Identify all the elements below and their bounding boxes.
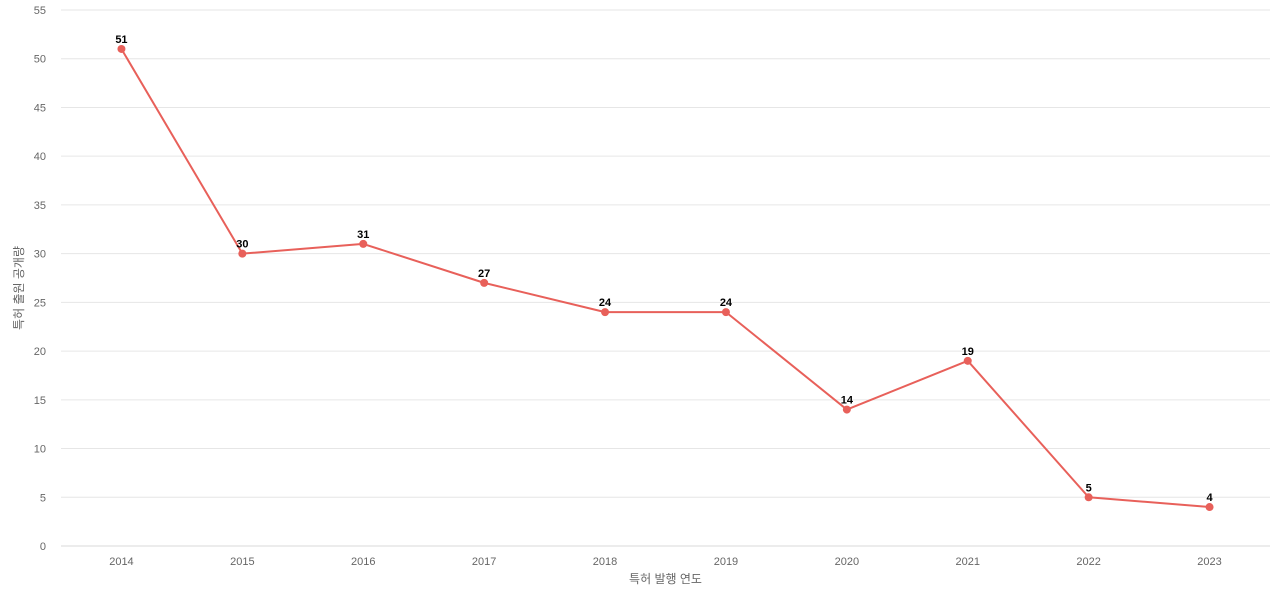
y-tick-label: 5 xyxy=(40,492,46,504)
data-point[interactable] xyxy=(963,356,972,365)
y-tick-label: 25 xyxy=(34,297,46,309)
x-tick-label: 2022 xyxy=(1076,556,1100,568)
x-tick-label: 2018 xyxy=(593,556,617,568)
y-tick-label: 35 xyxy=(34,200,46,212)
data-point[interactable] xyxy=(238,249,247,258)
y-tick-label: 50 xyxy=(34,54,46,66)
x-tick-label: 2014 xyxy=(109,556,133,568)
x-tick-label: 2019 xyxy=(714,556,738,568)
data-point[interactable] xyxy=(842,405,851,414)
data-label: 24 xyxy=(720,297,733,309)
y-tick-label: 55 xyxy=(34,5,46,17)
data-label: 27 xyxy=(478,268,490,280)
y-axis-title: 특허 출원 공개량 xyxy=(12,246,26,330)
y-axis-ticks: 0 5 10 15 20 25 30 35 40 45 50 55 xyxy=(34,5,46,553)
data-point[interactable] xyxy=(1084,493,1093,502)
data-label: 14 xyxy=(841,395,854,407)
data-label: 4 xyxy=(1206,492,1213,504)
y-tick-label: 10 xyxy=(34,444,46,456)
data-label: 31 xyxy=(357,229,369,241)
data-label: 51 xyxy=(115,34,127,46)
x-tick-label: 2023 xyxy=(1197,556,1221,568)
data-point[interactable] xyxy=(1205,503,1214,512)
series-line xyxy=(120,48,1210,509)
data-label: 19 xyxy=(962,346,974,358)
y-tick-label: 20 xyxy=(34,346,46,358)
y-tick-label: 30 xyxy=(34,249,46,261)
x-tick-label: 2015 xyxy=(230,556,254,568)
x-axis-ticks: 2014 2015 2016 2017 2018 2019 2020 2021 2022 2023 xyxy=(109,556,1222,568)
y-tick-label: 0 xyxy=(40,541,46,553)
grid-layer xyxy=(61,9,1270,498)
data-point[interactable] xyxy=(480,278,489,287)
x-axis-title: 특허 발행 연도 xyxy=(629,571,702,586)
y-tick-label: 15 xyxy=(34,395,46,407)
y-tick-label: 40 xyxy=(34,151,46,163)
series-layer xyxy=(117,44,1214,512)
data-point[interactable] xyxy=(359,239,368,248)
data-point[interactable] xyxy=(721,308,730,317)
data-point[interactable] xyxy=(117,44,126,53)
x-tick-label: 2020 xyxy=(835,556,859,568)
data-label: 24 xyxy=(599,297,612,309)
x-tick-label: 2021 xyxy=(956,556,980,568)
y-tick-label: 45 xyxy=(34,102,46,114)
x-tick-label: 2016 xyxy=(351,556,375,568)
data-labels-layer: 51 30 31 27 24 24 14 19 5 4 xyxy=(115,34,1213,504)
x-tick-label: 2017 xyxy=(472,556,496,568)
data-label: 30 xyxy=(236,239,248,251)
data-label: 5 xyxy=(1086,482,1092,494)
data-point[interactable] xyxy=(601,308,610,317)
